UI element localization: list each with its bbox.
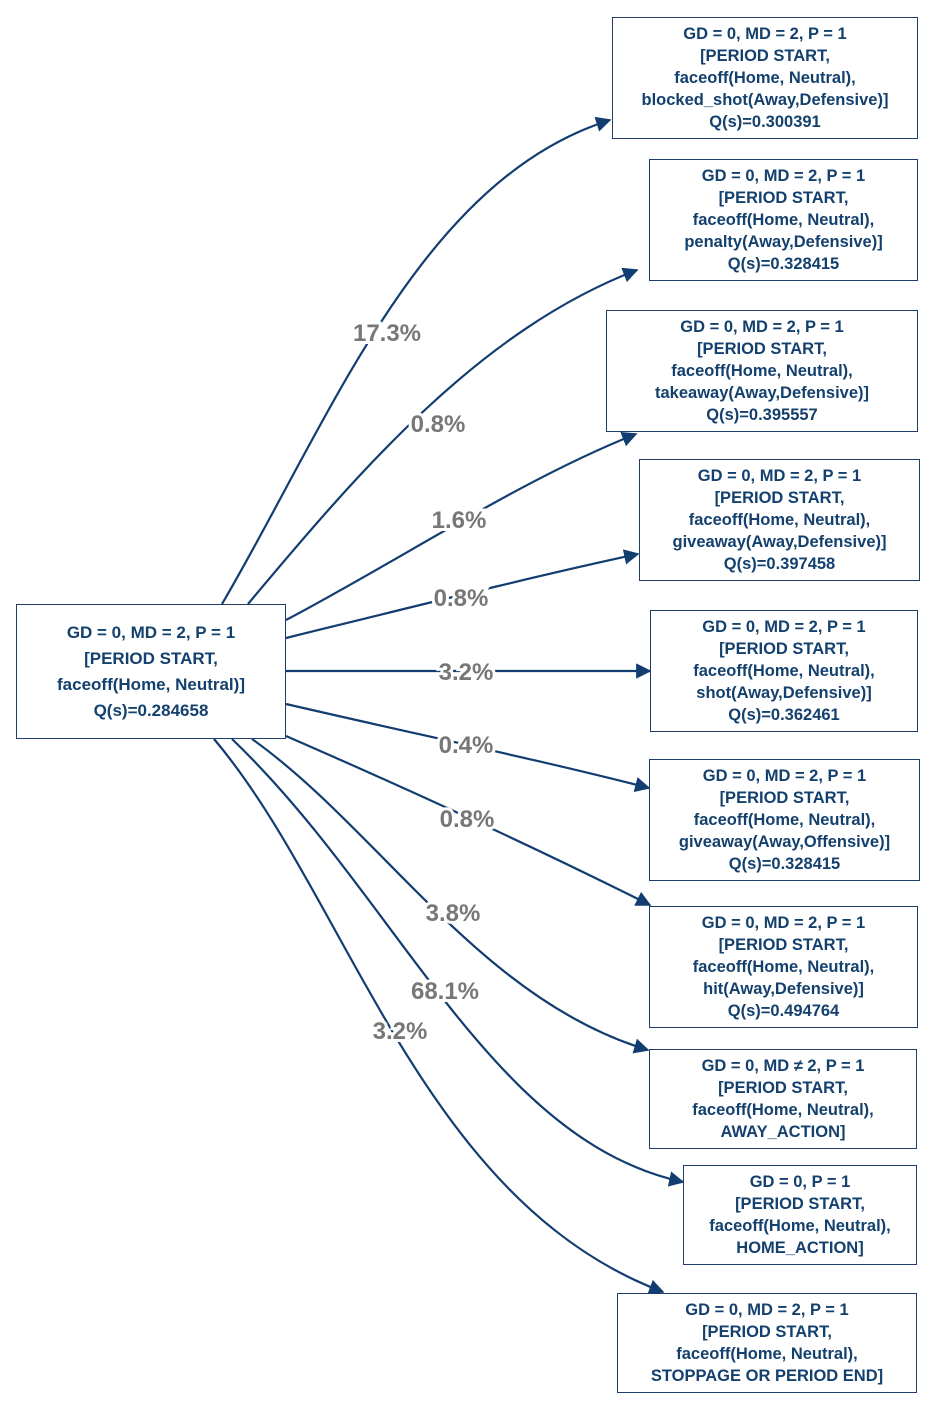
- target-state-node-6-line-5: Q(s)=0.328415: [728, 855, 841, 873]
- edge-arrow-10: [213, 738, 665, 1295]
- edge-arrow-2: [247, 267, 639, 605]
- edge-label-8: 3.8%: [426, 900, 481, 927]
- target-state-node-7-line-5: Q(s)=0.494764: [727, 1002, 840, 1020]
- target-state-node-1-line-4: blocked_shot(Away,Defensive)]: [641, 91, 889, 109]
- target-state-node-1-line-5: Q(s)=0.300391: [709, 113, 821, 131]
- edge-arrow-4: [285, 549, 640, 640]
- target-state-node-7-line-1: GD = 0, MD = 2, P = 1: [701, 914, 866, 932]
- target-state-node-6-line-2: [PERIOD START,: [719, 789, 850, 807]
- target-state-node-8-line-4: AWAY_ACTION]: [720, 1123, 846, 1141]
- target-state-node-9-line-1: GD = 0, P = 1: [749, 1173, 851, 1191]
- target-state-node-10-line-3: faceoff(Home, Neutral),: [676, 1345, 858, 1363]
- target-state-node-5-line-5: Q(s)=0.362461: [728, 706, 840, 724]
- target-state-node-5: GD = 0, MD = 2, P = 1 [PERIOD START, faceo…: [650, 610, 918, 732]
- target-state-node-4-line-2: [PERIOD START,: [714, 489, 845, 507]
- target-state-node-3-line-2: [PERIOD START,: [697, 340, 827, 358]
- target-state-node-1-line-1: GD = 0, MD = 2, P = 1: [683, 25, 847, 43]
- target-state-node-6: GD = 0, MD = 2, P = 1 [PERIOD START, faceo…: [649, 759, 920, 881]
- target-state-node-2-line-1: GD = 0, MD = 2, P = 1: [701, 167, 866, 185]
- target-state-node-3: GD = 0, MD = 2, P = 1 [PERIOD START, faceo…: [606, 310, 918, 432]
- edge-arrow-1: [221, 116, 612, 605]
- target-state-node-10-line-4: STOPPAGE OR PERIOD END]: [650, 1367, 884, 1385]
- source-state-node-line-2: [PERIOD START,: [84, 648, 218, 668]
- edge-label-4: 0.8%: [434, 585, 489, 612]
- target-state-node-5-line-2: [PERIOD START,: [719, 640, 849, 658]
- edge-label-2: 0.8%: [411, 411, 466, 438]
- target-state-node-8: GD = 0, MD ≠ 2, P = 1 [PERIOD START, faceo…: [649, 1049, 917, 1149]
- target-state-node-9-line-4: HOME_ACTION]: [736, 1239, 864, 1257]
- target-state-node-2: GD = 0, MD = 2, P = 1 [PERIOD START, faceo…: [649, 159, 918, 281]
- target-state-node-9-line-2: [PERIOD START,: [735, 1195, 865, 1213]
- target-state-node-7-line-3: faceoff(Home, Neutral),: [692, 958, 875, 976]
- target-state-node-7-line-2: [PERIOD START,: [718, 936, 849, 954]
- edge-label-3: 1.6%: [432, 507, 487, 534]
- target-state-node-8-line-1: GD = 0, MD ≠ 2, P = 1: [701, 1057, 865, 1075]
- target-state-node-9-line-3: faceoff(Home, Neutral),: [709, 1217, 891, 1235]
- target-state-node-7-line-4: hit(Away,Defensive)]: [703, 980, 864, 998]
- target-state-node-4-line-5: Q(s)=0.397458: [723, 555, 836, 573]
- edge-label-7: 0.8%: [440, 806, 495, 833]
- edge-arrow-7: [285, 734, 652, 906]
- edge-label-1: 17.3%: [353, 320, 421, 347]
- target-state-node-5-line-1: GD = 0, MD = 2, P = 1: [702, 618, 866, 636]
- source-state-node-line-1: GD = 0, MD = 2, P = 1: [66, 622, 236, 642]
- target-state-node-1-line-3: faceoff(Home, Neutral),: [674, 69, 856, 87]
- target-state-node-10-line-1: GD = 0, MD = 2, P = 1: [685, 1301, 849, 1319]
- target-state-node-6-line-3: faceoff(Home, Neutral),: [693, 811, 876, 829]
- target-state-node-3-line-1: GD = 0, MD = 2, P = 1: [680, 318, 844, 336]
- edge-arrow-8: [251, 738, 650, 1054]
- edge-label-6: 0.4%: [439, 732, 494, 759]
- target-state-node-1: GD = 0, MD = 2, P = 1 [PERIOD START, faceo…: [612, 17, 918, 139]
- edge-arrow-9: [231, 738, 685, 1187]
- target-state-node-8-line-3: faceoff(Home, Neutral),: [692, 1101, 874, 1119]
- target-state-node-10-line-2: [PERIOD START,: [702, 1323, 832, 1341]
- edge-label-10: 3.2%: [373, 1018, 428, 1045]
- target-state-node-5-line-3: faceoff(Home, Neutral),: [693, 662, 875, 680]
- target-state-node-5-line-4: shot(Away,Defensive)]: [696, 684, 872, 702]
- target-state-node-2-line-2: [PERIOD START,: [718, 189, 849, 207]
- source-state-node-line-4: Q(s)=0.284658: [93, 700, 209, 720]
- edge-label-5: 3.2%: [439, 659, 494, 686]
- target-state-node-4-line-3: faceoff(Home, Neutral),: [688, 511, 871, 529]
- edge-arrow-3: [285, 431, 638, 621]
- target-state-node-4-line-1: GD = 0, MD = 2, P = 1: [697, 467, 862, 485]
- target-state-node-3-line-3: faceoff(Home, Neutral),: [671, 362, 853, 380]
- target-state-node-1-line-2: [PERIOD START,: [700, 47, 830, 65]
- target-state-node-3-line-4: takeaway(Away,Defensive)]: [655, 384, 869, 402]
- edge-arrow-6: [285, 702, 651, 793]
- source-state-node-line-3: faceoff(Home, Neutral)]: [57, 674, 245, 694]
- target-state-node-9: GD = 0, P = 1 [PERIOD START, faceoff(Home,…: [683, 1165, 917, 1265]
- target-state-node-10: GD = 0, MD = 2, P = 1 [PERIOD START, faceo…: [617, 1293, 917, 1393]
- target-state-node-3-line-5: Q(s)=0.395557: [706, 406, 818, 424]
- edge-label-9: 68.1%: [411, 978, 479, 1005]
- target-state-node-6-line-1: GD = 0, MD = 2, P = 1: [702, 767, 867, 785]
- target-state-node-7: GD = 0, MD = 2, P = 1 [PERIOD START, faceo…: [649, 906, 918, 1028]
- target-state-node-2-line-4: penalty(Away,Defensive)]: [684, 233, 883, 251]
- target-state-node-8-line-2: [PERIOD START,: [718, 1079, 848, 1097]
- target-state-node-6-line-4: giveaway(Away,Offensive)]: [678, 833, 891, 851]
- source-state-node: GD = 0, MD = 2, P = 1 [PERIOD START, faceo…: [16, 604, 286, 739]
- target-state-node-4-line-4: giveaway(Away,Defensive)]: [672, 533, 887, 551]
- target-state-node-4: GD = 0, MD = 2, P = 1 [PERIOD START, faceo…: [639, 459, 920, 581]
- target-state-node-2-line-5: Q(s)=0.328415: [727, 255, 840, 273]
- target-state-node-2-line-3: faceoff(Home, Neutral),: [692, 211, 875, 229]
